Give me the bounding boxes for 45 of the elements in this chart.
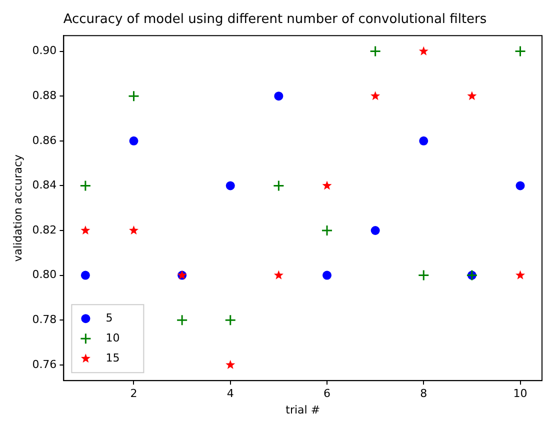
point	[418, 270, 430, 282]
y-tick-label: 0.80	[32, 268, 57, 282]
point	[370, 46, 382, 58]
point	[80, 226, 90, 235]
point	[80, 270, 90, 280]
x-tick-label: 2	[130, 387, 138, 400]
point	[322, 180, 332, 190]
point	[226, 181, 235, 190]
point	[128, 90, 140, 102]
x-tick-label: 6	[324, 387, 331, 400]
point	[467, 91, 477, 100]
point	[370, 91, 380, 100]
point	[272, 180, 284, 192]
point	[514, 46, 526, 58]
point	[176, 314, 188, 326]
point	[418, 46, 428, 56]
point	[128, 226, 139, 235]
point	[516, 181, 525, 190]
point	[419, 136, 428, 146]
point	[321, 224, 333, 236]
y-tick-label: 0.78	[32, 312, 57, 326]
point	[322, 270, 332, 280]
y-tick-label: 0.84	[32, 178, 57, 192]
legend-label: 15	[106, 351, 120, 364]
point	[370, 226, 380, 236]
x-tick-label: 4	[226, 387, 234, 400]
point	[274, 92, 284, 101]
point	[516, 270, 526, 280]
x-tick-label: 8	[420, 387, 428, 400]
y-tick-label: 0.82	[32, 223, 57, 236]
x-tick-label: 10	[513, 387, 528, 400]
point	[226, 360, 236, 369]
legend-label: 5	[106, 311, 113, 324]
legend-label: 10	[106, 331, 120, 344]
y-tick-label: 0.86	[32, 134, 57, 147]
point	[80, 180, 92, 192]
chart-title: Accuracy of model using different number of convolutional filters	[63, 12, 487, 28]
y-axis-title: validation accuracy	[11, 154, 24, 262]
y-tick-label: 0.76	[32, 358, 57, 371]
y-tick-label: 0.88	[32, 88, 57, 102]
point	[274, 270, 284, 280]
point	[224, 314, 236, 326]
point	[129, 136, 138, 146]
y-tick-label: 0.90	[32, 44, 57, 58]
x-axis-title: trial #	[286, 403, 320, 416]
